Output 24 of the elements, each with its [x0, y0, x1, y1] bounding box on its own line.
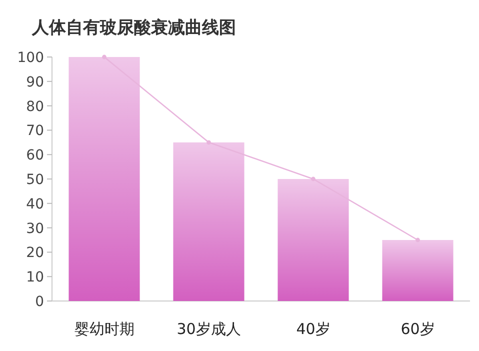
y-tick-label: 90 — [26, 74, 44, 90]
point — [311, 176, 316, 182]
y-tick-label: 60 — [26, 148, 44, 164]
point — [416, 238, 420, 242]
point — [206, 140, 211, 145]
y-tick-label: 0 — [35, 294, 44, 310]
y-tick-label: 30 — [26, 220, 44, 237]
x-tick-label: 30岁成人 — [176, 320, 241, 338]
point — [102, 54, 106, 60]
bar — [382, 240, 454, 301]
chart-title: 人体自有玻尿酸衰减曲线图 — [31, 18, 236, 38]
x-tick-label: 60岁 — [400, 320, 435, 338]
x-tick-label: 婴幼时期 — [74, 320, 134, 338]
bar — [68, 57, 140, 301]
bar — [173, 142, 244, 301]
y-tick-label: 40 — [26, 196, 44, 212]
y-tick-label: 80 — [26, 98, 44, 115]
y-tick-label: 10 — [26, 270, 44, 286]
y-tick-label: 50 — [26, 172, 44, 188]
y-tick-label: 100 — [17, 50, 44, 66]
y-tick-label: 70 — [26, 123, 44, 140]
y-tick-label: 20 — [26, 245, 44, 262]
bar — [278, 179, 349, 301]
x-tick-label: 40岁 — [296, 320, 330, 338]
